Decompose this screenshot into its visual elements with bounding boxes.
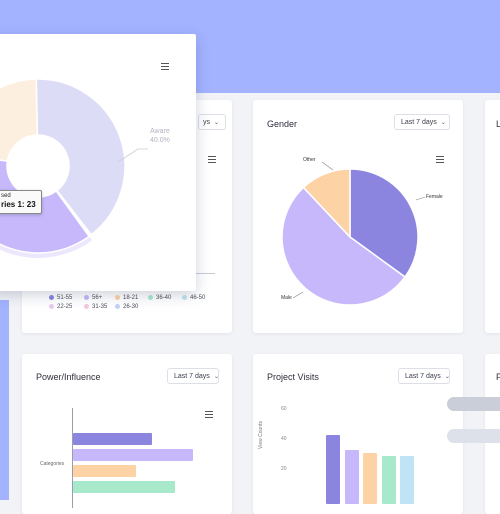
- legend-swatch: [182, 295, 187, 300]
- leader-line: [415, 196, 426, 201]
- chevron-down-icon: ⌄: [440, 120, 446, 126]
- left-accent-strip: [0, 300, 9, 500]
- legend-label: 51-55: [57, 295, 73, 302]
- loading-placeholder-bar: [447, 429, 500, 443]
- card-title: Power/Influence: [36, 372, 101, 382]
- y-axis-label: View Counts: [258, 421, 264, 449]
- slice-percent: 40.0%: [150, 137, 170, 144]
- donut-slice-aware: [35, 78, 126, 236]
- legend-swatch: [49, 304, 54, 309]
- y-axis-line: [72, 408, 73, 508]
- legend-label: 56+: [92, 295, 103, 302]
- legend-swatch: [148, 295, 153, 300]
- project-visits-card: Project Visits Last 7 days ⌄ View Counts …: [253, 354, 463, 514]
- power-influence-card: Power/Influence Last 7 days ⌄ Categories: [22, 354, 232, 514]
- vertical-bar[interactable]: [344, 450, 359, 504]
- gender-label-female: Female: [426, 194, 443, 200]
- y-tick: 20: [281, 466, 287, 472]
- legend-item[interactable]: 56+: [84, 295, 102, 301]
- legend-item[interactable]: 46-50: [182, 295, 205, 301]
- legend-swatch: [84, 295, 89, 300]
- legend-label: 46-50: [190, 295, 206, 302]
- third-card: L: [485, 100, 500, 333]
- chart-menu-icon[interactable]: [436, 156, 444, 163]
- gender-label-other: Other: [303, 157, 316, 163]
- card-title: Gender: [267, 119, 298, 129]
- legend-item[interactable]: 22-25: [49, 304, 72, 310]
- axis-line: [190, 273, 215, 274]
- pie-slice-other: [302, 168, 351, 239]
- vertical-bar[interactable]: [326, 435, 340, 504]
- legend-label: 36-40: [156, 295, 172, 302]
- power-range-dropdown[interactable]: Last 7 days ⌄: [167, 368, 219, 384]
- legend-label: 18-21: [123, 295, 139, 302]
- tooltip-value: ries 1: 23: [1, 200, 36, 209]
- y-tick: 60: [281, 406, 287, 412]
- pie-slice-female: [349, 168, 419, 279]
- vertical-bar[interactable]: [381, 456, 396, 504]
- horizontal-bar[interactable]: [73, 465, 136, 477]
- horizontal-bar[interactable]: [73, 433, 153, 445]
- legend-item[interactable]: 31-35: [84, 304, 107, 310]
- dropdown-label: ys: [203, 119, 210, 126]
- legend-label: 22-25: [57, 304, 73, 311]
- card-title: L: [496, 119, 500, 129]
- y-tick: 40: [281, 436, 287, 442]
- legend-item[interactable]: 51-55: [49, 295, 72, 301]
- legend-swatch: [49, 295, 54, 300]
- pie-slice-male: [281, 186, 407, 306]
- vertical-bar[interactable]: [400, 456, 414, 504]
- legend-swatch: [115, 295, 120, 300]
- legend-item[interactable]: 18-21: [115, 295, 138, 301]
- legend-label: 31-35: [92, 304, 108, 311]
- card-title: P: [496, 372, 500, 382]
- chevron-down-icon: ⌄: [213, 374, 219, 380]
- chart-tooltip: sed ries 1: 23: [0, 190, 42, 214]
- legend-swatch: [84, 304, 89, 309]
- legend-item[interactable]: 26-30: [115, 304, 138, 310]
- dropdown-label: Last 7 days: [405, 373, 441, 380]
- age-range-dropdown[interactable]: ys ⌄: [198, 114, 226, 130]
- expanded-chart-popup: Aware 40.0%: [0, 34, 196, 291]
- visits-range-dropdown[interactable]: Last 7 days ⌄: [398, 368, 450, 384]
- loading-placeholder-bar: [447, 397, 500, 411]
- leader-line: [292, 291, 304, 299]
- leader-line: [117, 148, 148, 163]
- gender-pie-chart: [281, 161, 426, 306]
- tooltip-series: sed: [1, 193, 11, 199]
- chart-menu-icon[interactable]: [208, 156, 216, 163]
- vertical-bar[interactable]: [363, 453, 377, 504]
- chart-menu-icon[interactable]: [205, 411, 213, 418]
- legend-swatch: [115, 304, 120, 309]
- slice-label: Aware: [150, 128, 170, 135]
- horizontal-bar[interactable]: [73, 449, 194, 461]
- awareness-donut-chart: [0, 78, 148, 258]
- y-axis-label: Categories: [40, 461, 65, 467]
- chevron-down-icon: ⌄: [444, 374, 450, 380]
- dropdown-label: Last 7 days: [401, 119, 437, 126]
- leader-line: [321, 161, 334, 171]
- chart-menu-icon[interactable]: [161, 63, 169, 70]
- legend-item[interactable]: 36-40: [148, 295, 171, 301]
- gender-range-dropdown[interactable]: Last 7 days ⌄: [394, 114, 450, 130]
- donut-slice: [0, 78, 39, 163]
- gender-card: Gender Last 7 days ⌄ Other Female Male: [253, 100, 463, 333]
- card-title: Project Visits: [267, 372, 319, 382]
- chevron-down-icon: ⌄: [214, 120, 220, 126]
- dropdown-label: Last 7 days: [174, 373, 210, 380]
- horizontal-bar[interactable]: [73, 481, 176, 493]
- gender-label-male: Male: [281, 295, 292, 301]
- legend-label: 26-30: [123, 304, 139, 311]
